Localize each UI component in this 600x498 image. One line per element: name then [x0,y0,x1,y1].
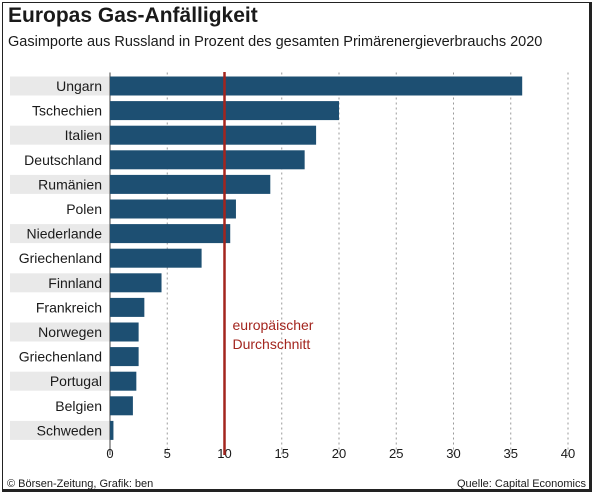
label-band [10,125,110,145]
label-band [10,224,110,244]
category-label: Italien [65,127,102,143]
category-label: Portugal [50,373,102,389]
label-band [10,273,110,293]
bar-0 [110,76,523,96]
bar-9 [110,297,145,317]
x-tick-label: 30 [446,446,460,461]
tick-labels: 0510152025303540 [106,446,575,461]
chart-title: Europas Gas-Anfälligkeit [8,4,258,27]
bar-2 [110,125,317,145]
chart-subtitle: Gasimporte aus Russland in Prozent des g… [8,34,543,50]
category-labels: Ungarn Tschechien Italien Deutschland Rumäni… [19,78,102,438]
bar-4 [110,174,271,194]
category-label: Belgien [55,398,102,414]
category-label: Griechenland [19,250,102,266]
credit-text: © Börsen-Zeitung, Grafik: ben [7,478,154,490]
bar-8 [110,273,162,293]
label-band [10,76,110,96]
reference-label-line1: europäischer [233,317,314,333]
bar-6 [110,224,231,244]
category-label: Deutschland [24,152,102,168]
bar-12 [110,371,137,391]
category-label: Finnland [48,275,102,291]
x-tick-label: 15 [275,446,289,461]
label-bands [10,76,110,440]
bar-11 [110,347,139,367]
label-band [10,420,110,440]
category-label: Schweden [37,422,102,438]
bar-13 [110,396,133,416]
x-tick-label: 25 [389,446,403,461]
bar-7 [110,248,202,268]
label-band [10,322,110,342]
x-tick-label: 40 [561,446,575,461]
category-label: Rumänien [38,176,102,192]
source-text: Quelle: Capital Economics [456,478,586,490]
bar-5 [110,199,236,219]
category-label: Tschechien [32,103,102,119]
x-tick-label: 20 [332,446,346,461]
bar-3 [110,150,305,170]
reference-label-line2: Durchschnitt [233,336,311,352]
x-tick-label: 5 [164,446,171,461]
label-band [10,174,110,194]
x-tick-label: 0 [106,446,113,461]
bar-14 [110,420,114,440]
bar-10 [110,322,139,342]
category-label: Niederlande [27,226,103,242]
category-label: Ungarn [56,78,102,94]
label-band [10,371,110,391]
category-label: Frankreich [36,299,102,315]
category-label: Polen [66,201,102,217]
x-tick-label: 35 [504,446,518,461]
category-label: Griechenland [19,349,102,365]
bars [110,76,523,440]
category-label: Norwegen [38,324,102,340]
